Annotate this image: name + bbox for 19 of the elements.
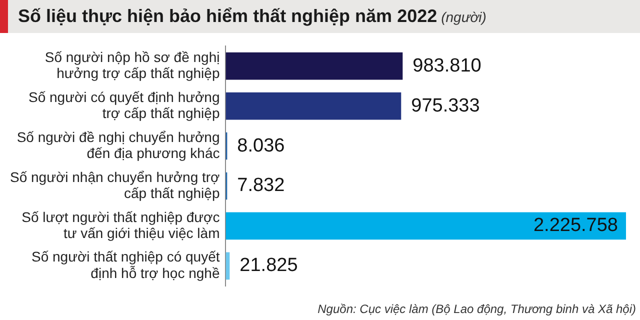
data-label: 7.832: [237, 175, 285, 196]
y-tick-label: Số người nhận chuyển hưởng trợ cấp thất nghiệp: [10, 168, 220, 201]
data-label: 8.036: [237, 135, 285, 156]
data-label: 975.333: [411, 95, 480, 116]
data-label: 21.825: [240, 255, 298, 276]
data-label: 983.810: [412, 55, 482, 76]
y-tick-label: Số người đề nghị chuyển hưởng đến địa phương khác: [16, 128, 220, 161]
bar: [226, 212, 626, 240]
y-tick-label: Số người có quyết định hưởng trợ cấp thất nghiệp: [28, 88, 220, 121]
bar: [226, 252, 230, 280]
y-tick-label: Số người nộp hồ sơ đề nghị hưởng trợ cấp thất nghiệp: [44, 48, 220, 81]
bar: [226, 52, 403, 80]
bar: [226, 92, 402, 120]
y-tick-label: Số người thất nghiệp có quyết định hỗ trợ học nghề: [32, 248, 220, 281]
text: Nguồn: Cục việc làm (Bộ Lao động, Thương binh và Xã hội): [318, 302, 636, 316]
data-label: 2.225.758: [533, 215, 618, 236]
chart-title: Số liệu thực hiện bảo hiểm thất nghiệp năm 2022: [18, 6, 438, 26]
chart-subtitle: (người): [441, 9, 486, 25]
y-tick-label: Số lượt người thất nghiệp được tư vấn giới thiệu việc làm: [22, 208, 220, 241]
